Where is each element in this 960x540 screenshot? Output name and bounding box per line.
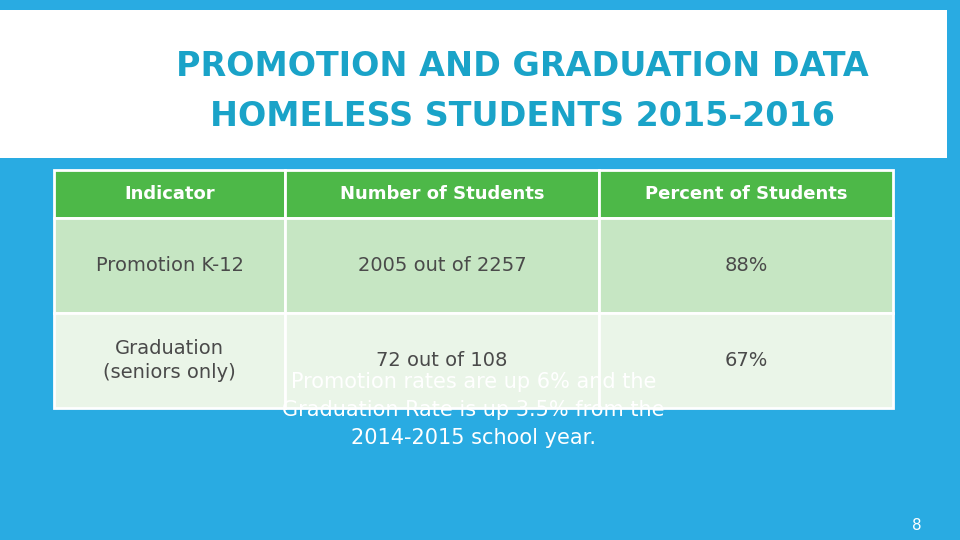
- Bar: [55, 313, 285, 408]
- Text: Indicator: Indicator: [124, 185, 215, 203]
- Text: 8: 8: [912, 517, 923, 532]
- Bar: [285, 313, 599, 408]
- Text: Percent of Students: Percent of Students: [645, 185, 847, 203]
- Text: Number of Students: Number of Students: [340, 185, 544, 203]
- Text: Promotion K-12: Promotion K-12: [96, 256, 244, 275]
- Text: 88%: 88%: [724, 256, 768, 275]
- Text: HOMELESS STUDENTS 2015-2016: HOMELESS STUDENTS 2015-2016: [210, 100, 835, 133]
- Bar: [285, 218, 599, 313]
- Bar: [599, 218, 893, 313]
- Bar: [0, 10, 947, 158]
- Bar: [599, 313, 893, 408]
- Text: 67%: 67%: [724, 351, 768, 370]
- Text: PROMOTION AND GRADUATION DATA: PROMOTION AND GRADUATION DATA: [177, 50, 869, 83]
- Bar: [0, 158, 947, 163]
- Text: Promotion rates are up 6% and the: Promotion rates are up 6% and the: [291, 372, 656, 392]
- Text: Graduation Rate is up 3.5% from the: Graduation Rate is up 3.5% from the: [282, 400, 664, 420]
- Bar: [55, 170, 285, 218]
- Bar: [0, 0, 947, 10]
- Text: 2005 out of 2257: 2005 out of 2257: [358, 256, 526, 275]
- Bar: [599, 170, 893, 218]
- Text: 72 out of 108: 72 out of 108: [376, 351, 508, 370]
- Bar: [285, 170, 599, 218]
- Bar: [55, 218, 285, 313]
- Text: Graduation
(seniors only): Graduation (seniors only): [103, 339, 236, 382]
- Text: 2014-2015 school year.: 2014-2015 school year.: [351, 428, 596, 448]
